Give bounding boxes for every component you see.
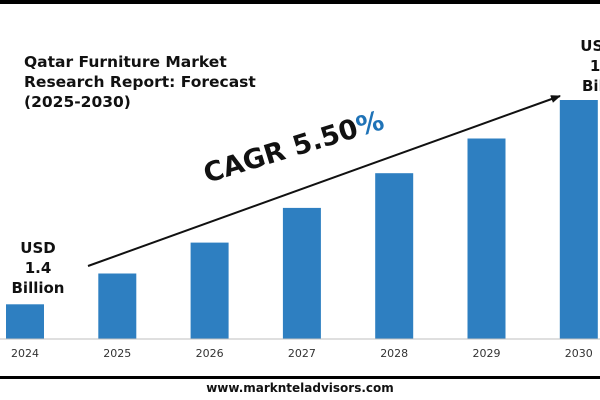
x-tick-label-2027: 2027: [288, 347, 316, 360]
title-line-2: Research Report: Forecast: [24, 73, 256, 91]
footer-website: www.marknteladvisors.com: [206, 381, 394, 395]
x-tick-label-2026: 2026: [196, 347, 224, 360]
x-tick-labels: 2024 2025 2026 2027 2028 2029 2030: [11, 347, 593, 360]
x-tick-label-2025: 2025: [103, 347, 131, 360]
bar-2028: [375, 173, 414, 339]
bar-2029: [467, 138, 506, 339]
bar-2024: [6, 304, 44, 339]
x-tick-label-2029: 2029: [473, 347, 501, 360]
bar-2026: [190, 242, 229, 339]
end-label-line-1: USD: [580, 37, 600, 55]
title-line-1: Qatar Furniture Market: [24, 53, 227, 71]
start-label-line-1: USD: [20, 239, 56, 257]
top-border: [0, 0, 600, 4]
x-tick-label-2028: 2028: [380, 347, 408, 360]
x-tick-label-2024: 2024: [11, 347, 39, 360]
end-label-line-2: 1.: [589, 57, 600, 75]
footer-rule: [0, 376, 600, 379]
start-label-line-3: Billion: [11, 279, 65, 297]
x-tick-label-2030: 2030: [565, 347, 593, 360]
start-label-line-2: 1.4: [24, 259, 52, 277]
growth-arrow: [87, 95, 561, 267]
end-value-label: USD 1. Billi: [566, 36, 600, 96]
bar-2025: [98, 273, 137, 339]
bar-2027: [282, 207, 321, 339]
title-line-3: (2025-2030): [24, 93, 131, 111]
bar-2030: [559, 100, 598, 339]
bars-group: [6, 100, 598, 339]
start-value-label: USD 1.4 Billion: [6, 238, 70, 298]
chart-title: Qatar Furniture Market Research Report: …: [24, 52, 284, 112]
end-label-line-3: Billi: [582, 77, 600, 95]
